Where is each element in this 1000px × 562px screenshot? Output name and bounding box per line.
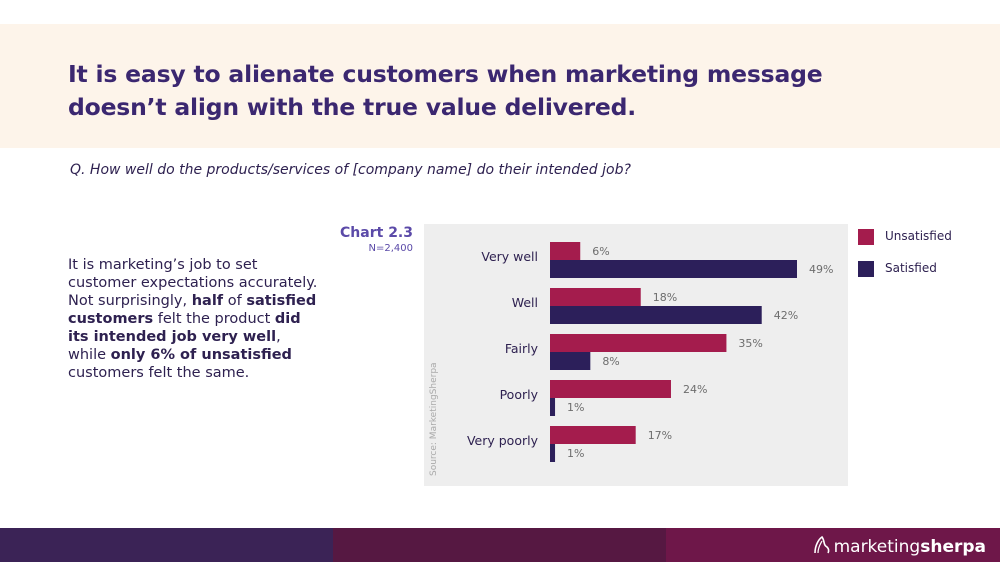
data-label-unsatisfied-well: 18% bbox=[653, 291, 677, 304]
footer-segment-1 bbox=[0, 528, 333, 562]
data-label-unsatisfied-poorly: 24% bbox=[683, 383, 707, 396]
bar-satisfied-very-poorly bbox=[550, 444, 556, 462]
bar-unsatisfied-very-poorly bbox=[550, 426, 636, 444]
data-label-satisfied-well: 42% bbox=[774, 309, 798, 322]
body-text-part: of bbox=[223, 293, 247, 309]
title-band bbox=[0, 24, 1000, 148]
chart-number: Chart 2.3 bbox=[340, 225, 413, 241]
bar-satisfied-well bbox=[550, 306, 762, 324]
headline: It is easy to alienate customers when ma… bbox=[68, 60, 823, 121]
data-label-unsatisfied-very-well: 6% bbox=[592, 245, 609, 258]
body-text-bold: did its intended job very well bbox=[68, 311, 301, 345]
category-label-fairly: Fairly bbox=[505, 341, 539, 356]
brand-name-light: marketing bbox=[833, 537, 921, 557]
data-label-unsatisfied-fairly: 35% bbox=[738, 337, 762, 350]
source-note: Source: MarketingSherpa bbox=[429, 362, 439, 476]
data-label-satisfied-very-well: 49% bbox=[809, 263, 833, 276]
footer-segment-3 bbox=[666, 528, 1000, 562]
sherpa-mountain-icon bbox=[813, 535, 830, 554]
footer-bar bbox=[0, 528, 1000, 562]
brand-name-bold: sherpa bbox=[920, 537, 986, 557]
legend-swatch-unsatisfied bbox=[858, 229, 874, 245]
bar-unsatisfied-fairly bbox=[550, 334, 727, 352]
bar-chart: Very well 6% 49% Well 18% 42% Fairly 35% 8% Poorl… bbox=[424, 224, 848, 486]
bar-satisfied-fairly bbox=[550, 352, 591, 370]
bar-unsatisfied-very-well bbox=[550, 242, 581, 260]
brand-logo: marketingsherpa bbox=[812, 535, 986, 557]
body-text-part: customers felt the same. bbox=[68, 365, 250, 381]
body-text-bold: satisfied customers bbox=[68, 293, 317, 327]
chart-svg: Very well 6% 49% Well 18% 42% Fairly 35% 8% Poorl… bbox=[424, 224, 848, 486]
body-text: It is marketing’s job to set customer ex… bbox=[68, 256, 318, 382]
body-text-bold: half bbox=[191, 293, 224, 309]
legend-swatch-satisfied bbox=[858, 261, 874, 277]
data-label-satisfied-fairly: 8% bbox=[602, 355, 619, 368]
bar-satisfied-poorly bbox=[550, 398, 556, 416]
bar-unsatisfied-well bbox=[550, 288, 641, 306]
survey-question: Q. How well do the products/services of … bbox=[70, 162, 631, 178]
body-text-bold: only 6% of unsatisfied bbox=[110, 347, 292, 363]
legend-label-satisfied: Satisfied bbox=[885, 261, 937, 275]
data-label-satisfied-poorly: 1% bbox=[567, 401, 584, 414]
data-label-unsatisfied-very-poorly: 17% bbox=[648, 429, 672, 442]
data-label-satisfied-very-poorly: 1% bbox=[567, 447, 584, 460]
footer-segment-2 bbox=[333, 528, 666, 562]
category-label-poorly: Poorly bbox=[500, 387, 539, 402]
category-label-well: Well bbox=[512, 295, 538, 310]
sample-size: N=2,400 bbox=[368, 243, 414, 254]
body-text-part: It is marketing’s job to set customer ex… bbox=[68, 257, 318, 309]
bar-unsatisfied-poorly bbox=[550, 380, 671, 398]
body-text-part: felt the product bbox=[153, 311, 275, 327]
category-label-very-poorly: Very poorly bbox=[467, 433, 539, 448]
body-text-part: , while bbox=[68, 329, 281, 363]
legend-label-unsatisfied: Unsatisfied bbox=[885, 229, 952, 243]
category-label-very-well: Very well bbox=[481, 249, 538, 264]
bar-satisfied-very-well bbox=[550, 260, 797, 278]
